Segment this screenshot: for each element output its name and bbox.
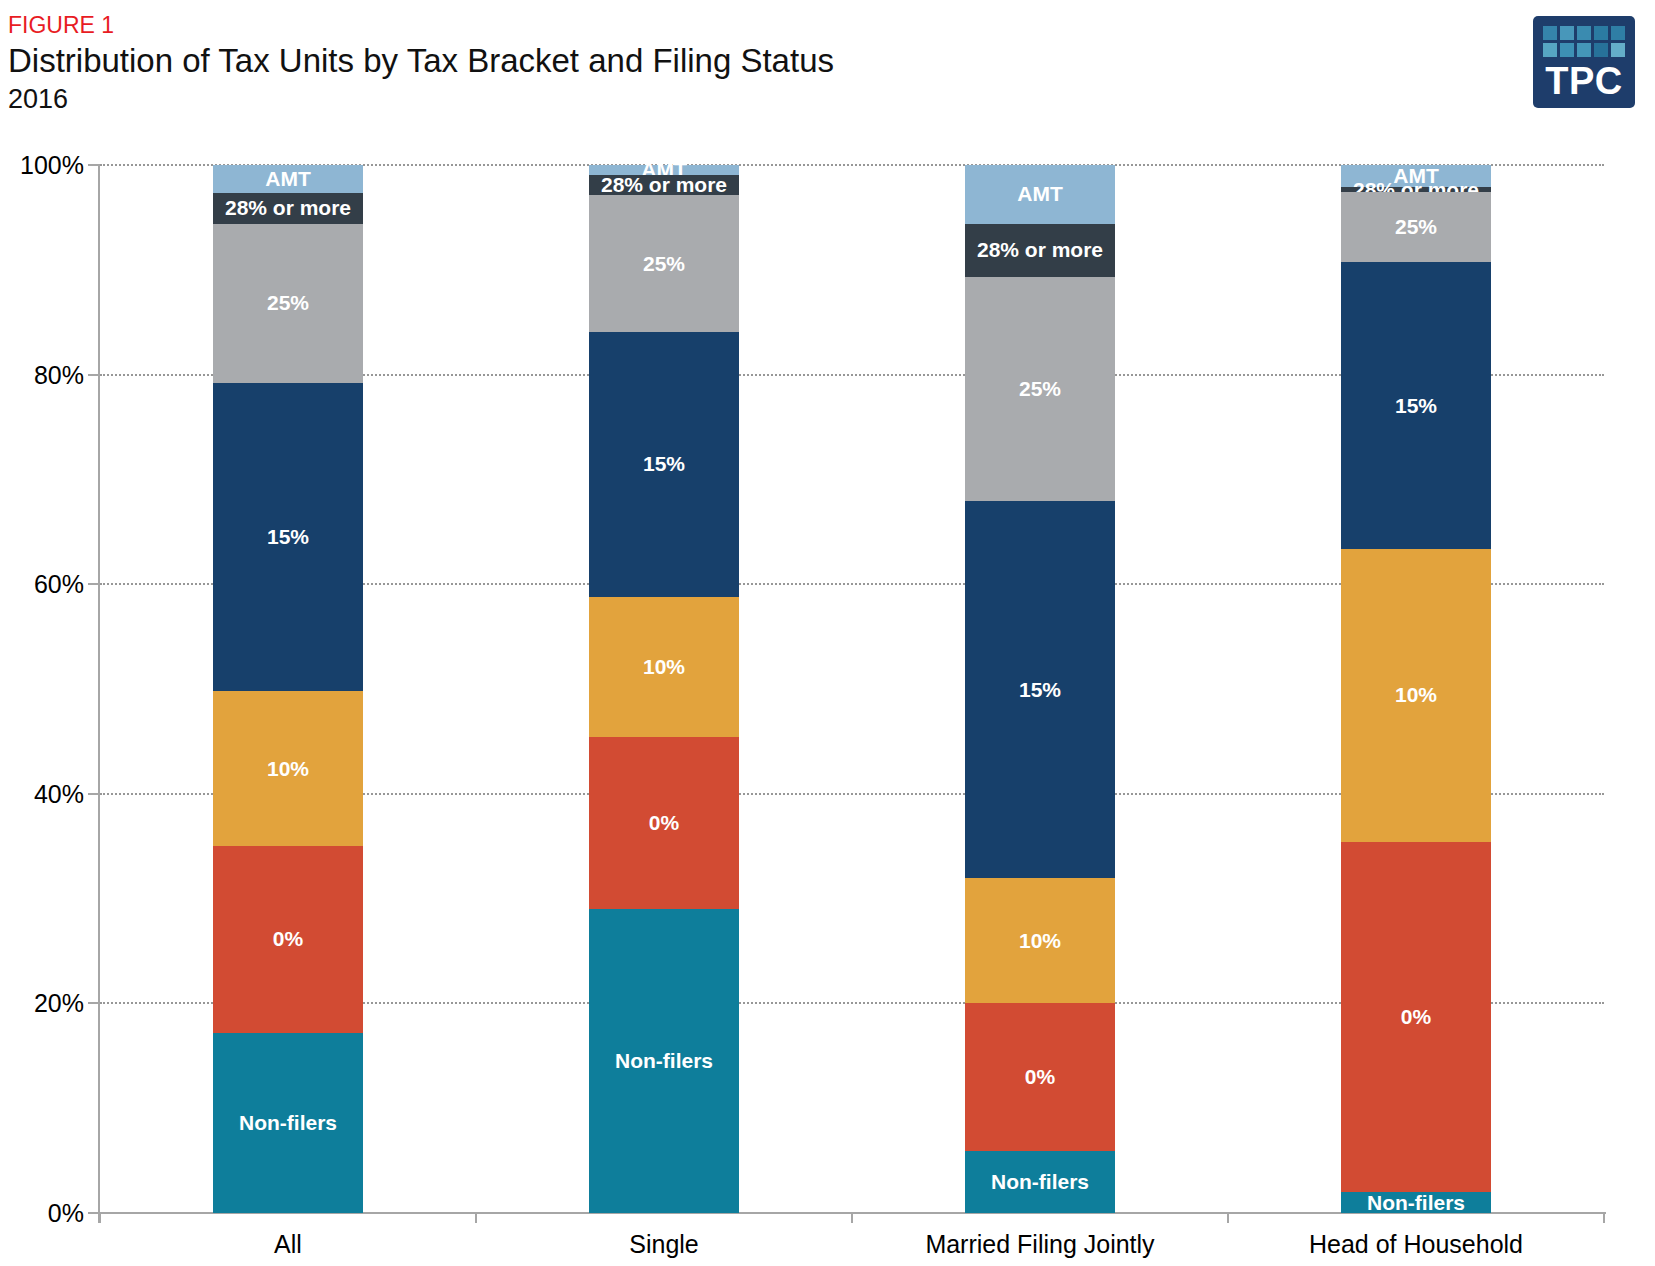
bar-segment: 15% (213, 383, 363, 691)
segment-label: 15% (267, 525, 309, 549)
segment-label: Non-filers (239, 1111, 337, 1135)
bar-segment: 10% (213, 691, 363, 846)
bar-segment: 25% (589, 195, 739, 331)
bar-segment: 28% or more (213, 193, 363, 223)
bar-segment: 0% (589, 737, 739, 909)
segment-label: 28% or more (225, 196, 351, 220)
segment-label: 28% or more (601, 173, 727, 197)
segment-label: AMT (1017, 182, 1063, 206)
bar-segment: AMT (213, 165, 363, 193)
segment-label: 0% (649, 811, 679, 835)
segment-label: 10% (643, 655, 685, 679)
segment-label: 10% (267, 757, 309, 781)
y-axis-label: 60% (0, 570, 84, 599)
bar-segment: 25% (1341, 192, 1491, 262)
x-axis-tick (475, 1212, 477, 1223)
y-axis-label: 0% (0, 1199, 84, 1228)
bar-segment: 15% (1341, 262, 1491, 548)
bar-segment: 0% (965, 1003, 1115, 1151)
segment-label: 0% (1025, 1065, 1055, 1089)
bar-segment: 28% or more (965, 224, 1115, 277)
bar-segment: 15% (589, 332, 739, 597)
bar-segment: 0% (1341, 842, 1491, 1192)
x-axis-tick (1603, 1212, 1605, 1223)
y-axis-label: 100% (0, 151, 84, 180)
bar-segment: Non-filers (589, 909, 739, 1213)
bar-segment: 25% (965, 277, 1115, 501)
segment-label: 15% (1019, 678, 1061, 702)
segment-label: Non-filers (1367, 1191, 1465, 1215)
y-axis-label: 20% (0, 989, 84, 1018)
chart-area: 0% 20% 40% 60% 80% 100% AllSingleMarried Filin… (0, 0, 1655, 1266)
segment-label: 15% (643, 452, 685, 476)
segment-label: 25% (1019, 377, 1061, 401)
x-axis-category-label: Single (476, 1230, 852, 1259)
bar-segment: Non-filers (965, 1151, 1115, 1213)
segment-label: 10% (1019, 929, 1061, 953)
segment-label: Non-filers (615, 1049, 713, 1073)
bar-segment: 25% (213, 224, 363, 383)
bar-segment: 10% (589, 597, 739, 737)
y-axis-label: 40% (0, 780, 84, 809)
x-axis-tick (99, 1212, 101, 1223)
y-axis-line (98, 165, 100, 1223)
bar-segment: Non-filers (213, 1033, 363, 1213)
x-axis-category-label: Married Filing Jointly (852, 1230, 1228, 1259)
x-axis-category-label: All (100, 1230, 476, 1259)
x-axis-category-label: Head of Household (1228, 1230, 1604, 1259)
segment-label: AMT (265, 167, 311, 191)
y-axis-label: 80% (0, 361, 84, 390)
x-axis-tick (1227, 1212, 1229, 1223)
segment-label: 25% (267, 291, 309, 315)
segment-label: 0% (273, 927, 303, 951)
bar-segment: 10% (1341, 549, 1491, 842)
segment-label: 28% or more (977, 238, 1103, 262)
bar-segment: Non-filers (1341, 1192, 1491, 1213)
segment-label: Non-filers (991, 1170, 1089, 1194)
segment-label: 25% (1395, 215, 1437, 239)
segment-label: 15% (1395, 394, 1437, 418)
bar-segment: 15% (965, 501, 1115, 877)
segment-label: 10% (1395, 683, 1437, 707)
bar-segment: 10% (965, 878, 1115, 1004)
bar-segment: 28% or more (589, 175, 739, 195)
segment-label: 25% (643, 252, 685, 276)
bar-segment: AMT (965, 165, 1115, 224)
bar-segment: 0% (213, 846, 363, 1033)
x-axis-tick (851, 1212, 853, 1223)
segment-label: 0% (1401, 1005, 1431, 1029)
